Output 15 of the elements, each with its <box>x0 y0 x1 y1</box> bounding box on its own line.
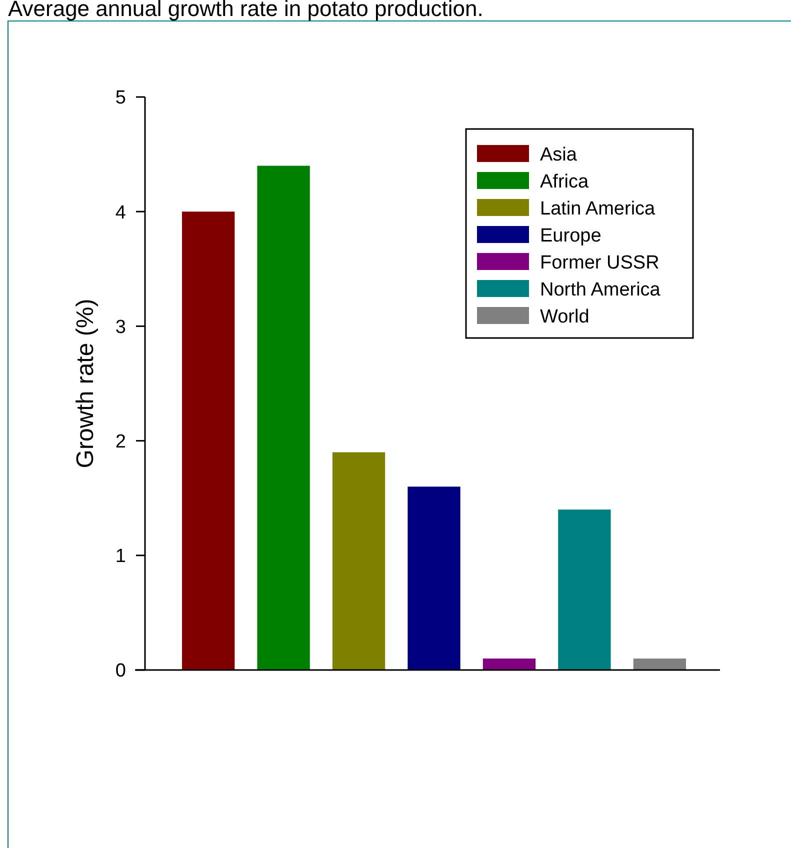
legend-label: Asia <box>540 144 578 166</box>
legend-label: North America <box>540 280 661 301</box>
y-axis-title: Growth rate (%) <box>72 298 99 468</box>
legend-label: World <box>540 306 590 328</box>
y-tick-label: 4 <box>115 202 126 224</box>
legend-label: Africa <box>540 172 589 193</box>
y-tick-label: 3 <box>115 316 126 338</box>
y-tick-label: 1 <box>115 546 126 568</box>
y-tick-label: 0 <box>115 660 126 682</box>
chart-title: Average annual growth rate in potato production. <box>8 0 484 21</box>
legend-label: Europe <box>540 226 602 247</box>
y-tick-label: 2 <box>115 431 126 452</box>
legend-label: Former USSR <box>540 252 660 274</box>
y-tick-label: 5 <box>115 88 126 109</box>
legend-label: Latin America <box>540 198 656 220</box>
